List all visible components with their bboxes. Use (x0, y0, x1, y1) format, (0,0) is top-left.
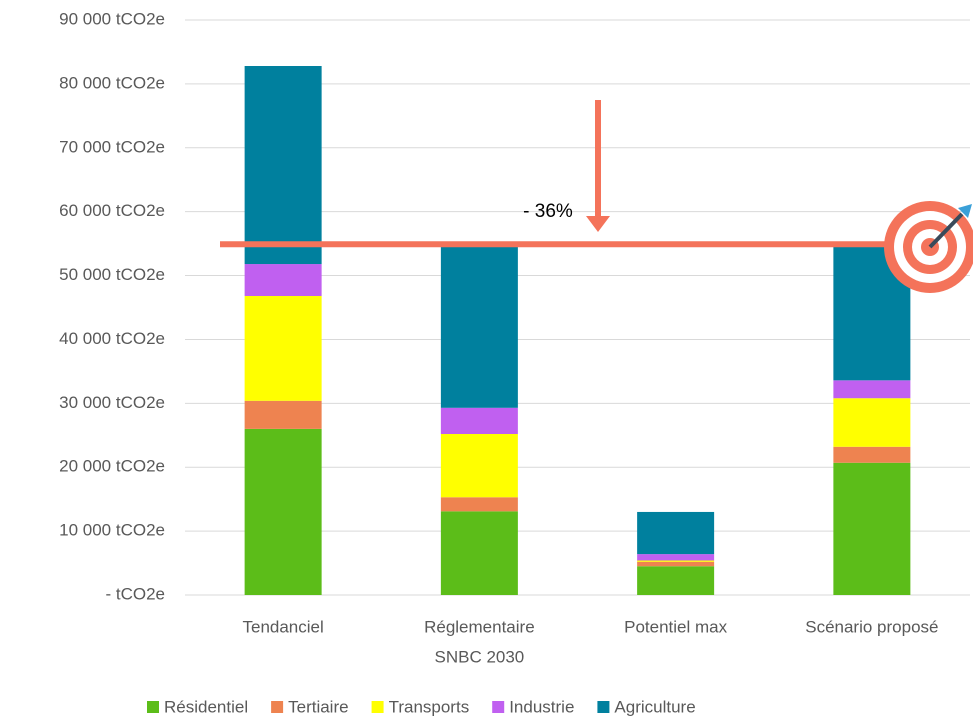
y-tick-label: 10 000 tCO2e (59, 521, 165, 540)
x-tick-label: SNBC 2030 (434, 647, 524, 666)
legend-label: Industrie (509, 697, 574, 716)
legend-label: Tertiaire (288, 697, 348, 716)
legend-swatch (492, 701, 505, 713)
y-tick-label: 90 000 tCO2e (59, 9, 165, 28)
bar-segment (833, 446, 911, 463)
legend-label: Agriculture (614, 697, 695, 716)
bar-segment (244, 264, 322, 296)
bar-segment (637, 554, 715, 561)
bar-segment (244, 400, 322, 429)
bar-segment (440, 497, 518, 512)
dart (928, 212, 964, 249)
bar-segment (244, 66, 322, 265)
y-tick-label: 70 000 tCO2e (59, 137, 165, 156)
x-tick-label: Scénario proposé (805, 617, 938, 636)
arrow-head (586, 216, 610, 232)
y-tick-label: 40 000 tCO2e (59, 329, 165, 348)
x-tick-label: Réglementaire (424, 617, 535, 636)
bar-segment (833, 380, 911, 399)
y-tick-label: 60 000 tCO2e (59, 201, 165, 220)
y-tick-label: - tCO2e (105, 584, 165, 603)
legend-swatch (271, 701, 284, 713)
y-tick-label: 20 000 tCO2e (59, 457, 165, 476)
y-tick-label: 50 000 tCO2e (59, 265, 165, 284)
x-tick-label: Tendanciel (242, 617, 323, 636)
annotation: - 36% (523, 201, 573, 222)
x-tick-label: Potentiel max (624, 617, 727, 636)
bar-segment (440, 244, 518, 408)
legend-swatch (371, 701, 384, 713)
y-tick-label: 30 000 tCO2e (59, 393, 165, 412)
bar-segment (637, 566, 715, 595)
bar-segment (637, 561, 715, 567)
bar-segment (637, 560, 715, 562)
bar-segment (244, 428, 322, 595)
bar-segment (244, 296, 322, 401)
bar-segment (833, 462, 911, 595)
bar-segment (637, 511, 715, 555)
bar-segment (440, 511, 518, 595)
legend-swatch (147, 701, 159, 713)
bar-segment (833, 398, 911, 447)
bar-segment (440, 434, 518, 498)
legend-label: Résidentiel (164, 697, 248, 716)
legend-label: Transports (389, 697, 470, 716)
y-tick-label: 80 000 tCO2e (59, 73, 165, 92)
bar-segment (440, 407, 518, 434)
target-icon (884, 201, 973, 293)
dart-feather (958, 204, 972, 218)
legend-swatch (597, 701, 610, 713)
